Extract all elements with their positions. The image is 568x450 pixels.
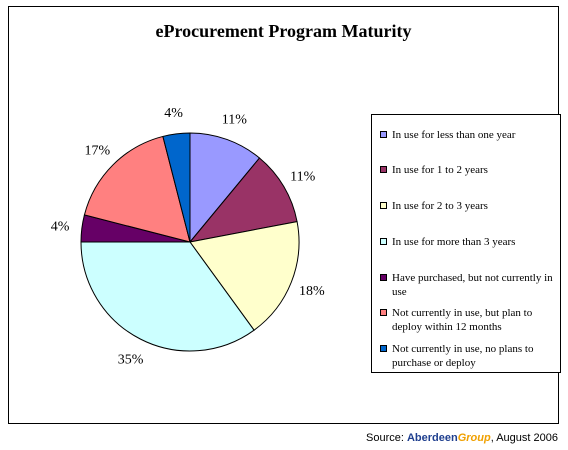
legend-label: Have purchased, but not currently in use xyxy=(392,272,553,298)
legend-swatch-lt1yr xyxy=(380,131,387,138)
legend-swatch-1to2yr xyxy=(380,166,387,173)
pie-label-lt1yr: 11% xyxy=(222,113,247,128)
pie-label-1to2yr: 11% xyxy=(290,169,315,184)
legend-swatch-2to3yr xyxy=(380,202,387,209)
legend-label: In use for 2 to 3 years xyxy=(392,200,488,212)
pie-slice-gt3yr xyxy=(80,241,255,352)
pie-slice-1to2yr xyxy=(188,157,298,243)
pie-label-2to3yr: 18% xyxy=(299,284,325,299)
source-credit: Source: AberdeenGroup, August 2006 xyxy=(366,432,558,444)
legend-swatch-plan-12mo xyxy=(380,309,387,316)
legend-swatch-purchased-unused xyxy=(380,274,387,281)
legend-swatch-no-plans xyxy=(380,345,387,352)
legend-swatch-gt3yr xyxy=(380,238,387,245)
legend-label: Not currently in use, no plans to purcha… xyxy=(392,343,534,369)
chart-title: eProcurement Program Maturity xyxy=(155,21,412,41)
source-prefix: Source: xyxy=(366,432,407,444)
legend-label: Not currently in use, but plan to deploy… xyxy=(392,307,533,333)
pie-label-plan-12mo: 17% xyxy=(85,143,111,158)
pie-label-no-plans: 4% xyxy=(164,106,183,121)
legend-label: In use for less than one year xyxy=(392,129,516,141)
legend-label: In use for 1 to 2 years xyxy=(392,164,488,176)
legend-label: In use for more than 3 years xyxy=(392,236,516,248)
chart-frame: eProcurement Program Maturity 11% 11% 18% 3… xyxy=(8,6,561,424)
source-brand-main: Aberdeen xyxy=(406,432,458,444)
pie-slice-plan-12mo xyxy=(83,135,191,243)
pie-slice-2to3yr xyxy=(189,220,300,331)
chart-legend: In use for less than one year In use for… xyxy=(371,114,561,373)
pie-slice-lt1yr xyxy=(189,132,261,244)
pie-label-purchased-unused: 4% xyxy=(51,220,70,235)
source-date: , August 2006 xyxy=(490,432,558,444)
source-brand-accent: Group xyxy=(457,432,491,444)
pie-label-gt3yr: 35% xyxy=(118,353,144,368)
pie-slice-no-plans xyxy=(162,132,191,243)
pie-chart: 11% 11% 18% 35% 4% 17% 4% xyxy=(51,106,325,368)
